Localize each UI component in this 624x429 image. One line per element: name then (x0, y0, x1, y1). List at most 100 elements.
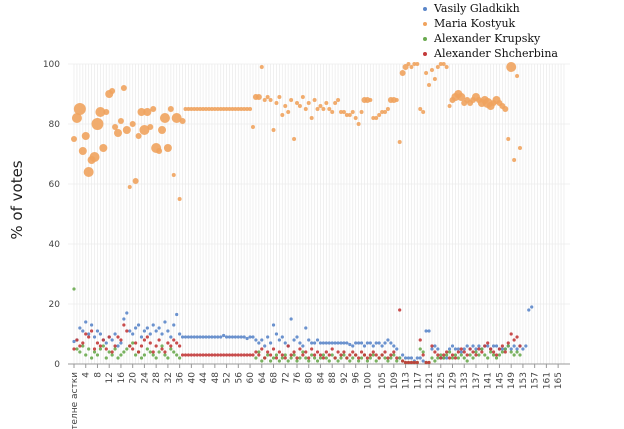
data-point (471, 356, 475, 360)
data-point (518, 344, 522, 348)
data-point (357, 356, 361, 360)
data-point (242, 335, 246, 339)
data-point (166, 341, 170, 345)
data-point (438, 62, 443, 66)
data-point (268, 353, 273, 357)
data-point (216, 353, 220, 357)
data-point (129, 121, 136, 127)
data-point (163, 350, 167, 354)
data-point (527, 308, 531, 312)
data-point (524, 344, 528, 348)
data-point (151, 323, 155, 327)
data-point (72, 347, 76, 351)
data-point (450, 356, 455, 360)
data-point (254, 356, 258, 360)
data-point (397, 140, 402, 144)
data-point (112, 124, 119, 130)
data-point (274, 101, 279, 105)
data-point (307, 359, 311, 363)
x-tick-label: 76 (293, 372, 303, 384)
data-point (395, 347, 399, 351)
data-point (192, 107, 197, 111)
data-point (271, 356, 276, 360)
data-point (344, 113, 349, 117)
legend-label: Alexander Shcherbina (433, 47, 558, 60)
data-point (271, 128, 276, 132)
data-point (72, 287, 76, 291)
data-point (104, 347, 108, 351)
data-point (368, 341, 372, 345)
data-point (318, 104, 323, 108)
data-point (151, 353, 155, 357)
data-point (430, 344, 434, 348)
data-point (260, 338, 264, 342)
data-point (500, 350, 504, 354)
data-point (245, 353, 249, 357)
data-point (268, 98, 273, 102)
x-tick-label: 149 (507, 372, 517, 389)
data-point (195, 335, 199, 339)
data-point (462, 347, 466, 351)
data-point (324, 350, 328, 354)
data-point (95, 107, 106, 117)
data-point (280, 353, 284, 357)
data-point (81, 344, 85, 348)
data-point (304, 326, 308, 330)
data-point (427, 360, 431, 365)
data-point (271, 347, 276, 351)
data-point (91, 118, 104, 130)
data-point (359, 350, 364, 354)
data-point (336, 350, 340, 354)
data-point (245, 336, 249, 341)
data-point (297, 104, 302, 108)
data-point (236, 353, 240, 357)
data-point (274, 353, 279, 357)
data-point (374, 116, 379, 120)
data-point (160, 332, 164, 336)
data-point (506, 344, 510, 348)
data-point (183, 107, 188, 111)
data-point (494, 344, 499, 348)
data-point (310, 341, 314, 345)
data-point (213, 353, 217, 357)
data-point (148, 350, 152, 354)
data-point (122, 350, 126, 354)
data-point (218, 107, 223, 111)
data-point (477, 344, 481, 348)
data-point (480, 350, 484, 354)
data-point (131, 341, 135, 345)
data-point (116, 344, 120, 348)
data-point (78, 326, 82, 330)
data-point (392, 350, 396, 354)
data-point (395, 356, 399, 360)
data-point (345, 341, 349, 345)
data-point (512, 344, 516, 348)
data-point (95, 341, 100, 345)
data-point (406, 62, 411, 66)
data-point (283, 341, 287, 345)
data-point (321, 107, 326, 111)
data-point (530, 305, 534, 309)
data-point (312, 98, 317, 102)
data-point (280, 113, 285, 117)
data-point (186, 335, 191, 339)
data-point (175, 312, 179, 317)
data-point (125, 311, 129, 315)
data-point (359, 110, 364, 114)
data-point (394, 98, 399, 102)
data-point (418, 347, 422, 351)
data-point (189, 353, 193, 357)
data-point (175, 353, 179, 357)
data-point (198, 353, 202, 357)
data-point (515, 350, 519, 354)
y-tick-label: 60 (49, 180, 61, 190)
data-point (122, 323, 126, 327)
data-point (447, 356, 452, 360)
data-point (295, 356, 299, 360)
data-point (119, 353, 123, 357)
data-point (120, 85, 127, 91)
data-point (301, 353, 305, 357)
x-tick-label: 56 (234, 372, 244, 384)
data-point (409, 65, 414, 69)
data-point (512, 158, 517, 162)
